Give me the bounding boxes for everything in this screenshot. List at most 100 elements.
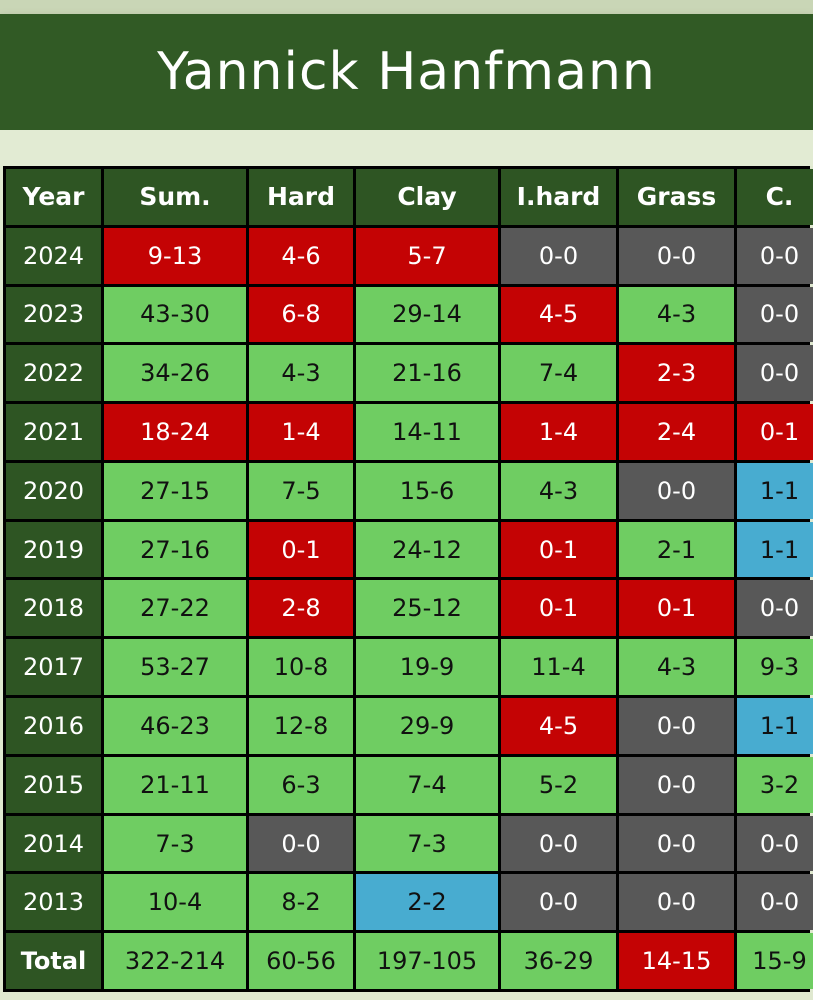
cell-grass: 2-1 [619, 521, 734, 578]
cell-indoor-hard: 0-1 [501, 521, 616, 578]
cell-carpet: 0-0 [737, 580, 813, 637]
row-year-label: 2014 [6, 815, 101, 872]
cell-clay: 24-12 [356, 521, 498, 578]
cell-hard: 0-0 [249, 815, 353, 872]
cell-hard: 4-6 [249, 227, 353, 284]
stats-table: Year Sum. Hard Clay I.hard Grass C. 2024… [3, 166, 813, 992]
cell-carpet: 0-1 [737, 404, 813, 460]
total-cell-clay: 197-105 [356, 933, 498, 989]
row-year-label: 2023 [6, 286, 101, 343]
cell-indoor-hard: 4-5 [501, 286, 616, 343]
cell-clay: 15-6 [356, 462, 498, 519]
cell-grass: 2-4 [619, 404, 734, 460]
cell-grass: 0-0 [619, 874, 734, 931]
cell-sum: 21-11 [104, 756, 246, 813]
header-clay: Clay [356, 169, 498, 225]
cell-indoor-hard: 5-2 [501, 756, 616, 813]
cell-grass: 2-3 [619, 345, 734, 402]
cell-carpet: 0-0 [737, 227, 813, 284]
title-banner: Yannick Hanfmann [0, 14, 813, 130]
total-cell-grass: 14-15 [619, 933, 734, 989]
cell-clay: 5-7 [356, 227, 498, 284]
cell-grass: 0-0 [619, 756, 734, 813]
cell-grass: 0-0 [619, 462, 734, 519]
cell-clay: 29-9 [356, 698, 498, 754]
cell-indoor-hard: 0-1 [501, 580, 616, 637]
cell-indoor-hard: 0-0 [501, 815, 616, 872]
cell-hard: 6-3 [249, 756, 353, 813]
row-year-label: 2024 [6, 227, 101, 284]
cell-clay: 14-11 [356, 404, 498, 460]
row-year-label: 2017 [6, 639, 101, 696]
cell-clay: 7-4 [356, 756, 498, 813]
cell-hard: 0-1 [249, 521, 353, 578]
cell-grass: 0-0 [619, 227, 734, 284]
cell-hard: 10-8 [249, 639, 353, 696]
total-label: Total [6, 933, 101, 989]
header-hard: Hard [249, 169, 353, 225]
cell-clay: 25-12 [356, 580, 498, 637]
cell-clay: 7-3 [356, 815, 498, 872]
cell-hard: 8-2 [249, 874, 353, 931]
row-year-label: 2013 [6, 874, 101, 931]
cell-hard: 7-5 [249, 462, 353, 519]
cell-sum: 10-4 [104, 874, 246, 931]
bottom-strip [0, 992, 813, 1000]
row-year-label: 2020 [6, 462, 101, 519]
total-cell-sum: 322-214 [104, 933, 246, 989]
cell-grass: 0-1 [619, 580, 734, 637]
cell-clay: 29-14 [356, 286, 498, 343]
cell-hard: 6-8 [249, 286, 353, 343]
cell-sum: 46-23 [104, 698, 246, 754]
spacer [0, 130, 813, 166]
total-cell-hard: 60-56 [249, 933, 353, 989]
cell-hard: 4-3 [249, 345, 353, 402]
cell-carpet: 0-0 [737, 345, 813, 402]
cell-indoor-hard: 0-0 [501, 227, 616, 284]
cell-hard: 12-8 [249, 698, 353, 754]
row-year-label: 2021 [6, 404, 101, 460]
cell-carpet: 1-1 [737, 698, 813, 754]
cell-sum: 18-24 [104, 404, 246, 460]
cell-carpet: 1-1 [737, 462, 813, 519]
cell-indoor-hard: 7-4 [501, 345, 616, 402]
cell-hard: 2-8 [249, 580, 353, 637]
total-cell-carpet: 15-9 [737, 933, 813, 989]
cell-sum: 27-16 [104, 521, 246, 578]
row-year-label: 2019 [6, 521, 101, 578]
row-year-label: 2018 [6, 580, 101, 637]
cell-grass: 0-0 [619, 698, 734, 754]
cell-indoor-hard: 4-3 [501, 462, 616, 519]
row-year-label: 2015 [6, 756, 101, 813]
cell-sum: 53-27 [104, 639, 246, 696]
cell-sum: 27-22 [104, 580, 246, 637]
cell-indoor-hard: 1-4 [501, 404, 616, 460]
cell-sum: 7-3 [104, 815, 246, 872]
cell-carpet: 3-2 [737, 756, 813, 813]
header-grass: Grass [619, 169, 734, 225]
cell-clay: 21-16 [356, 345, 498, 402]
cell-carpet: 1-1 [737, 521, 813, 578]
cell-grass: 4-3 [619, 286, 734, 343]
cell-carpet: 9-3 [737, 639, 813, 696]
cell-carpet: 0-0 [737, 874, 813, 931]
cell-sum: 9-13 [104, 227, 246, 284]
cell-sum: 27-15 [104, 462, 246, 519]
cell-clay: 19-9 [356, 639, 498, 696]
player-name-title: Yannick Hanfmann [157, 42, 656, 102]
row-year-label: 2016 [6, 698, 101, 754]
cell-sum: 43-30 [104, 286, 246, 343]
cell-indoor-hard: 4-5 [501, 698, 616, 754]
cell-hard: 1-4 [249, 404, 353, 460]
cell-clay: 2-2 [356, 874, 498, 931]
cell-grass: 4-3 [619, 639, 734, 696]
row-year-label: 2022 [6, 345, 101, 402]
top-strip [0, 0, 813, 14]
cell-sum: 34-26 [104, 345, 246, 402]
header-year: Year [6, 169, 101, 225]
total-cell-indoor-hard: 36-29 [501, 933, 616, 989]
cell-indoor-hard: 11-4 [501, 639, 616, 696]
header-indoor-hard: I.hard [501, 169, 616, 225]
cell-grass: 0-0 [619, 815, 734, 872]
